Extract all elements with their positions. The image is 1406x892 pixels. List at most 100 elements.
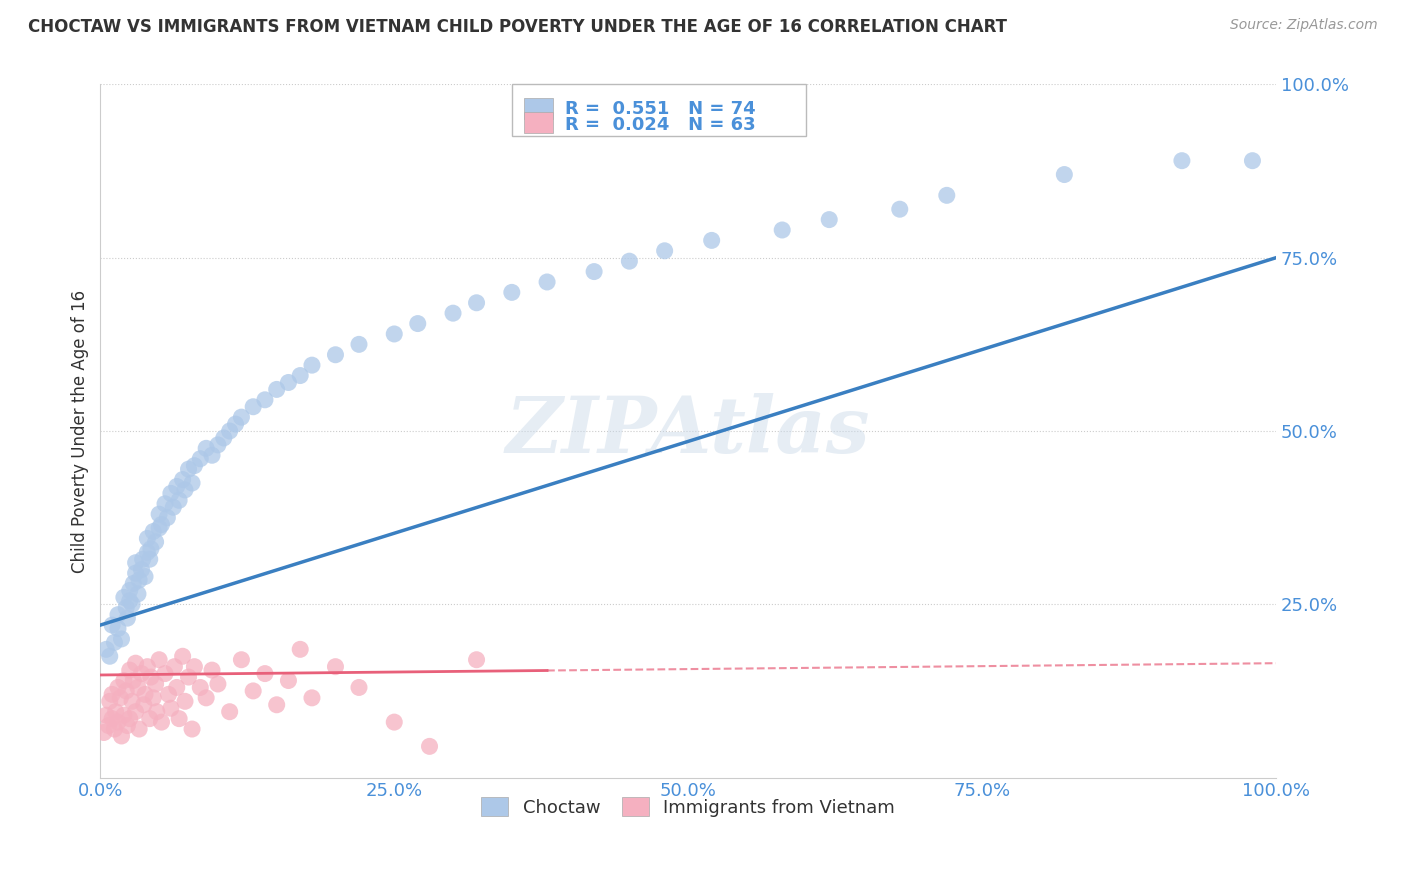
Point [325,348,347,362]
Point [174,483,197,497]
Point [101,618,124,632]
Point [138,552,160,566]
Point [132,698,155,712]
Point [118,712,141,726]
Point [110,690,132,705]
Point [103,722,125,736]
Point [101,687,124,701]
Point [124,566,146,580]
Point [150,715,173,730]
Point [162,500,184,515]
Point [98,694,121,708]
Point [253,666,276,681]
Point [889,202,911,217]
Point [181,722,204,736]
Point [110,632,132,646]
Point [166,681,188,695]
Text: R =  0.551   N = 74: R = 0.551 N = 74 [565,100,755,118]
Point [347,681,370,695]
Point [145,677,167,691]
Point [253,392,276,407]
Point [107,607,129,622]
Point [465,295,488,310]
Point [139,541,162,556]
Point [654,244,676,258]
Point [172,473,194,487]
Point [242,400,264,414]
Point [818,212,841,227]
Point [145,535,167,549]
Y-axis label: Child Poverty Under the Age of 16: Child Poverty Under the Age of 16 [72,289,89,573]
Point [277,673,299,688]
Point [134,569,156,583]
Point [138,712,160,726]
Point [115,600,138,615]
Point [148,521,170,535]
Point [96,642,118,657]
Point [1171,153,1194,168]
Point [266,383,288,397]
Point [136,659,159,673]
Point [177,462,200,476]
Point [122,576,145,591]
Point [156,510,179,524]
Bar [523,112,553,133]
Point [148,653,170,667]
Point [183,659,205,673]
Point [127,681,149,695]
Point [121,694,143,708]
Point [115,684,138,698]
Point [465,653,488,667]
Point [160,486,183,500]
Point [195,690,218,705]
Point [118,594,141,608]
Point [117,718,139,732]
Point [117,611,139,625]
Point [104,705,127,719]
Point [231,410,253,425]
Point [290,368,312,383]
Point [700,233,723,247]
Point [301,690,323,705]
Point [501,285,523,300]
Point [124,556,146,570]
Point [118,583,141,598]
Point [536,275,558,289]
Legend: Choctaw, Immigrants from Vietnam: Choctaw, Immigrants from Vietnam [474,790,903,824]
Point [107,715,129,730]
Point [110,729,132,743]
Point [107,681,129,695]
Point [112,708,135,723]
Point [382,715,405,730]
Point [195,442,218,456]
Point [277,376,299,390]
Point [146,705,169,719]
Point [347,337,370,351]
Point [619,254,641,268]
Point [127,587,149,601]
Point [101,712,124,726]
Point [166,479,188,493]
Point [177,670,200,684]
Point [174,694,197,708]
Text: CHOCTAW VS IMMIGRANTS FROM VIETNAM CHILD POVERTY UNDER THE AGE OF 16 CORRELATION: CHOCTAW VS IMMIGRANTS FROM VIETNAM CHILD… [28,18,1007,36]
Point [406,317,429,331]
Point [121,597,143,611]
Point [98,649,121,664]
Point [124,705,146,719]
Point [112,591,135,605]
Point [157,687,180,701]
Point [212,431,235,445]
Point [382,326,405,341]
Point [201,448,224,462]
Point [231,653,253,667]
Point [122,673,145,688]
Text: R =  0.024   N = 63: R = 0.024 N = 63 [565,116,755,134]
Point [290,642,312,657]
Text: Source: ZipAtlas.com: Source: ZipAtlas.com [1230,18,1378,32]
Point [935,188,957,202]
Point [207,677,229,691]
Point [225,417,247,431]
Point [188,681,211,695]
Point [153,497,176,511]
